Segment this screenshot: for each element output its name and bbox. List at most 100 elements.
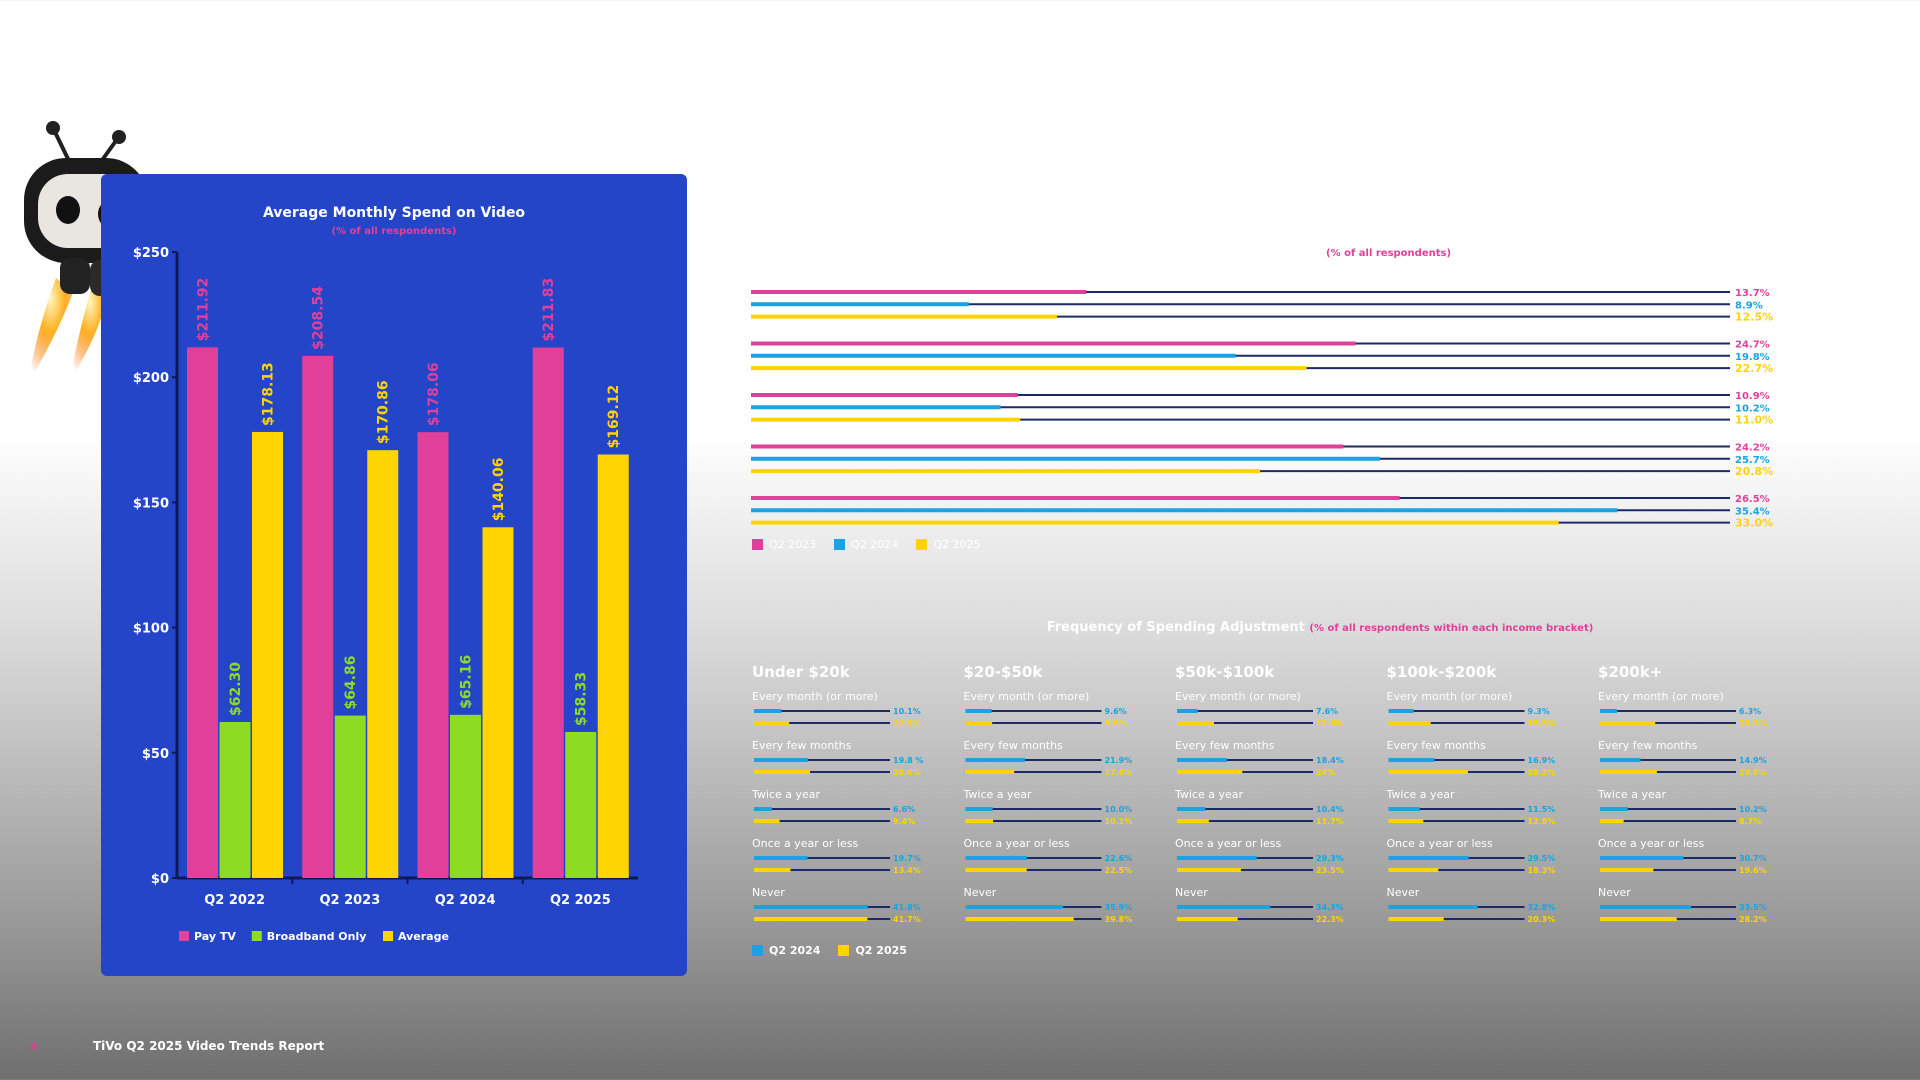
data-label: 30.7%	[1739, 854, 1767, 863]
data-label: 20.3%	[1528, 915, 1556, 924]
category-label: Every month (or more)	[1387, 690, 1513, 703]
category-label: Once a year or less	[1175, 837, 1282, 850]
data-label: 6.3%	[1739, 707, 1761, 716]
bar-broadband-only	[450, 714, 481, 878]
legend-label: Broadband Only	[267, 930, 367, 943]
data-label: $65.16	[459, 655, 475, 709]
frequency-subtitle: (% of all respondents within each income…	[1309, 623, 1594, 634]
category-label: Twice a year	[1386, 788, 1456, 801]
legend-swatch	[251, 931, 262, 941]
x-tick-label: Q2 2022	[204, 893, 265, 908]
data-label: $169.12	[606, 385, 622, 449]
data-label: 17.9%	[1105, 768, 1133, 777]
data-label: $211.83	[541, 278, 557, 342]
category-label: Never	[964, 886, 997, 899]
data-label: 35.4%	[1735, 506, 1770, 517]
bar-pay-tv	[187, 347, 218, 879]
data-label: 22.6%	[1105, 854, 1133, 863]
data-label: 13.6%	[1316, 719, 1344, 728]
data-label: 11.0%	[1735, 414, 1773, 427]
data-label: 6.6%	[893, 805, 915, 814]
frequency-chart-title: Frequency of Spending Adjustment (% of a…	[0, 620, 1920, 635]
data-label: 33.5%	[1739, 903, 1767, 912]
category-label: Every month (or more)	[752, 690, 878, 703]
data-label: 29.2%	[1528, 768, 1556, 777]
bracket-title: Under $20k	[752, 663, 851, 681]
data-label: 22.7%	[1735, 362, 1773, 375]
data-label: 21.9%	[1105, 756, 1133, 765]
data-label: $178.13	[261, 362, 277, 426]
category-label: Twice a year	[1174, 788, 1244, 801]
category-label: Every month (or more)	[1598, 690, 1724, 703]
legend-swatch	[179, 931, 189, 941]
category-label: Once a year or less	[752, 837, 859, 850]
bracket-title: $100k-$200k	[1387, 663, 1498, 681]
bar-average	[252, 431, 283, 878]
category-label: Every few months	[1598, 739, 1698, 752]
category-label: Every month (or more)	[964, 690, 1090, 703]
data-label: 19.8%	[1735, 352, 1770, 363]
category-label: Once a year or less	[964, 837, 1071, 850]
frequency-title: Frequency of Spending Adjustment	[1046, 620, 1305, 635]
data-label: $170.86	[376, 380, 392, 444]
bar-pay-tv	[417, 432, 449, 878]
legend-swatch	[752, 539, 763, 550]
data-label: 13.4%	[893, 866, 921, 875]
chart-title: Average Monthly Spend on Video	[262, 205, 526, 221]
legend-item: Q2 2025	[916, 538, 980, 551]
data-label: 22.3%	[1316, 915, 1344, 924]
data-label: 7.6%	[1316, 707, 1338, 716]
data-label: $178.06	[426, 362, 442, 426]
data-label: 18.3%	[1528, 866, 1556, 875]
data-label: 9.4%	[893, 817, 915, 826]
data-label: 10.2%	[1739, 805, 1767, 814]
report-title: TiVo Q2 2025 Video Trends Report	[93, 1039, 325, 1053]
data-label: $58.33	[574, 672, 590, 726]
data-label: 12.5%	[1735, 311, 1773, 324]
data-label: 19.7%	[893, 854, 921, 863]
chart-subtitle: (% of all respondents)	[331, 226, 457, 237]
data-label: 9.6%	[1105, 707, 1127, 716]
legend-label: Average	[398, 930, 449, 943]
comparison-bar-chart: 13.7%8.9%12.5% 24.7%19.8%22.7% 10.9%10.2%1…	[751, 288, 1773, 530]
y-tick-label: $250	[133, 246, 169, 261]
data-label: 12.8%	[1528, 817, 1556, 826]
legend-swatch	[834, 539, 846, 550]
legend-item: Q2 2024	[752, 944, 820, 957]
y-tick-label: $200	[133, 371, 169, 386]
data-label: 20.6%	[893, 768, 921, 777]
data-label: 19.6%	[1739, 866, 1767, 875]
category-label: Every few months	[1387, 739, 1487, 752]
category-label: Twice a year	[963, 788, 1033, 801]
data-label: 12.9%	[893, 719, 921, 728]
data-label: 41.7%	[893, 915, 921, 924]
data-label: 35.9%	[1105, 903, 1133, 912]
comparison-legend: Q2 2023 Q2 2024 Q2 2025	[752, 538, 980, 551]
legend-label: Q2 2025	[933, 538, 981, 551]
bar-average	[482, 527, 514, 878]
x-tick-label: Q2 2024	[435, 893, 496, 908]
legend-swatch	[383, 931, 393, 941]
category-label: Twice a year	[751, 788, 821, 801]
x-tick-label: Q2 2023	[319, 893, 380, 908]
data-label: 39.8%	[1105, 915, 1133, 924]
data-label: 24.2%	[1735, 443, 1770, 454]
data-label: 10.4%	[1316, 805, 1344, 814]
avg-monthly-spend-chart: $0 $50 $100 $150 $200 $250 Q2 2022 $211.92 $62.3…	[133, 246, 638, 943]
legend-item: Q2 2023	[752, 538, 816, 551]
legend-label: Q2 2024	[769, 944, 821, 957]
comparison-chart-subtitle: (% of all respondents)	[1326, 248, 1452, 259]
category-label: Once a year or less	[1598, 837, 1705, 850]
category-label: Every few months	[964, 739, 1064, 752]
y-tick-label: $0	[151, 872, 169, 887]
bar-pay-tv	[532, 347, 564, 878]
bar-average	[367, 450, 399, 878]
data-label: 34.3%	[1316, 903, 1344, 912]
category-label: Once a year or less	[1387, 837, 1494, 850]
data-label: $62.30	[228, 662, 244, 716]
data-label: 23.5%	[1316, 866, 1344, 875]
y-tick-label: $50	[142, 747, 169, 762]
x-tick-label: Q2 2025	[550, 893, 611, 908]
data-label: 8.9%	[1735, 300, 1763, 311]
category-label: Every few months	[752, 739, 852, 752]
